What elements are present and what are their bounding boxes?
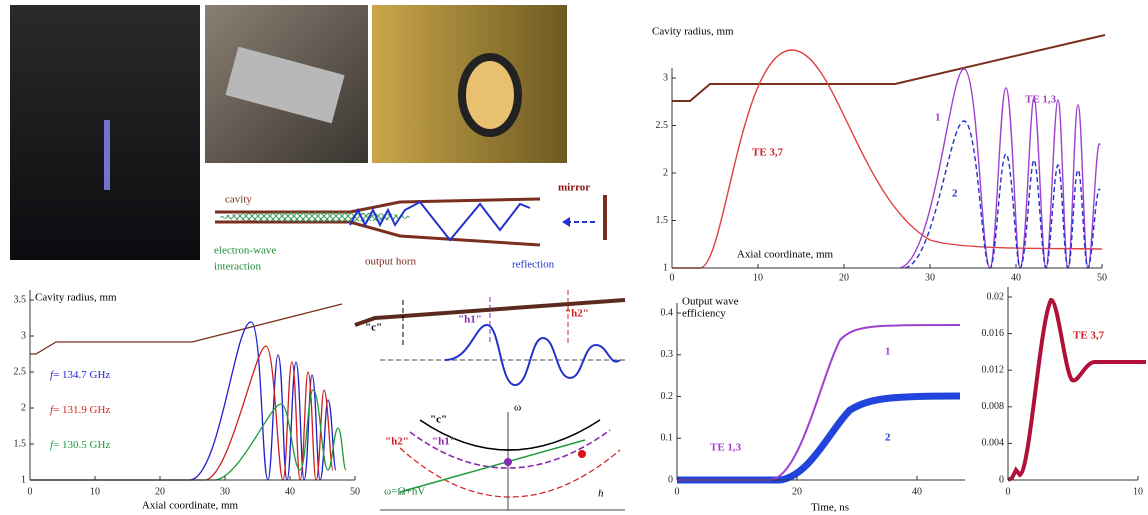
x-tick-label: 0 <box>670 272 675 283</box>
y-tick-label: 1.5 <box>656 215 669 226</box>
chart-b-curves <box>672 35 1105 268</box>
x-tick-label: 10 <box>1133 486 1143 497</box>
label: mirror <box>558 182 590 194</box>
legend-text: = 130.5 GHz <box>53 439 110 451</box>
field-profile <box>445 325 620 385</box>
y-tick-label: 0.2 <box>661 391 674 402</box>
y-tick-label: 0.008 <box>982 401 1005 412</box>
x-tick-label: 0 <box>675 486 680 497</box>
axis-label: Axial coordinate, mm <box>142 500 239 512</box>
legend-entry: f= 131.9 GHz <box>50 404 110 416</box>
y-tick-label: 0.012 <box>982 364 1005 375</box>
axis-label: Time, ns <box>811 502 849 514</box>
y-tick-label: 0.3 <box>661 349 674 360</box>
label: output horn <box>365 256 417 268</box>
y-tick-label: 1.5 <box>14 438 27 449</box>
x-tick-label: 30 <box>220 486 230 497</box>
chart-title: efficiency <box>682 308 726 320</box>
x-tick-label: 10 <box>90 486 100 497</box>
y-tick-label: 0.1 <box>661 433 674 444</box>
chart-a-curves <box>30 304 346 480</box>
photo-lens <box>462 57 518 133</box>
curve-label: 2 <box>952 188 958 200</box>
label: "c" <box>365 322 382 334</box>
legend-text: = 134.7 GHz <box>53 369 110 381</box>
h2-curve <box>400 448 620 497</box>
mode-label: TE 1,3 <box>710 442 742 454</box>
y-tick-label: 2.5 <box>14 366 27 377</box>
label: interaction <box>214 261 262 273</box>
x-tick-label: 10 <box>753 272 763 283</box>
y-tick-label: 3.5 <box>14 294 27 305</box>
curve-label: 1 <box>935 112 941 124</box>
chart-title: Output wave <box>682 296 739 308</box>
beam-line <box>400 440 585 492</box>
label: ω=Ω+hV <box>384 486 425 498</box>
y-tick-label: 1 <box>663 262 668 273</box>
y-tick-label: 3 <box>663 72 668 83</box>
mode-label: TE 1,3 <box>1025 94 1057 106</box>
figure-canvas: cavity mirror electron-wave interaction … <box>0 0 1148 515</box>
curve <box>1008 300 1146 480</box>
x-tick-label: 50 <box>1097 272 1107 283</box>
y-tick-label: 0.016 <box>982 328 1005 339</box>
x-tick-label: 50 <box>350 486 360 497</box>
label: "h2" <box>385 436 409 448</box>
curve-label: 1 <box>885 346 891 358</box>
label: electron-wave <box>214 245 276 257</box>
x-tick-label: 40 <box>285 486 295 497</box>
x-tick-label: 30 <box>925 272 935 283</box>
legend-entry: f= 134.7 GHz <box>50 369 110 381</box>
label: ω <box>514 402 521 414</box>
y-tick-label: 0 <box>999 474 1004 485</box>
curve-2 <box>677 396 960 480</box>
y-tick-label: 0.4 <box>661 307 674 318</box>
y-tick-label: 2 <box>21 402 26 413</box>
arrow <box>562 217 570 227</box>
x-tick-label: 20 <box>155 486 165 497</box>
y-tick-label: 0.004 <box>982 438 1005 449</box>
x-tick-label: 40 <box>1011 272 1021 283</box>
label: "h1" <box>458 314 482 326</box>
mode-label: TE 3,7 <box>752 147 784 159</box>
y-tick-label: 0.02 <box>987 291 1005 302</box>
label: "c" <box>430 414 447 426</box>
label: "h2" <box>565 308 589 320</box>
label: cavity <box>225 194 252 206</box>
y-tick-label: 2 <box>663 167 668 178</box>
label: "h1" <box>432 436 456 448</box>
photo-glow <box>104 120 110 190</box>
legend-entry: f= 130.5 GHz <box>50 439 110 451</box>
y-tick-label: 3 <box>21 330 26 341</box>
x-tick-label: 0 <box>1006 486 1011 497</box>
point <box>578 450 586 458</box>
legend-text: = 131.9 GHz <box>53 404 110 416</box>
axis-label: Cavity radius, mm <box>35 292 117 304</box>
y-tick-label: 1 <box>21 474 26 485</box>
label: h <box>598 488 604 500</box>
label: reflection <box>512 259 555 271</box>
x-tick-label: 20 <box>792 486 802 497</box>
x-tick-label: 0 <box>28 486 33 497</box>
curve-label: 2 <box>885 432 891 444</box>
x-tick-label: 40 <box>912 486 922 497</box>
y-tick-label: 0 <box>668 474 673 485</box>
y-tick-label: 2.5 <box>656 120 669 131</box>
figure: cavity mirror electron-wave interaction … <box>0 0 1148 515</box>
axis-label: Axial coordinate, mm <box>737 249 834 261</box>
axis-label: Cavity radius, mm <box>652 26 734 38</box>
point <box>504 458 512 466</box>
x-tick-label: 20 <box>839 272 849 283</box>
mode-label: TE 3,7 <box>1073 330 1105 342</box>
